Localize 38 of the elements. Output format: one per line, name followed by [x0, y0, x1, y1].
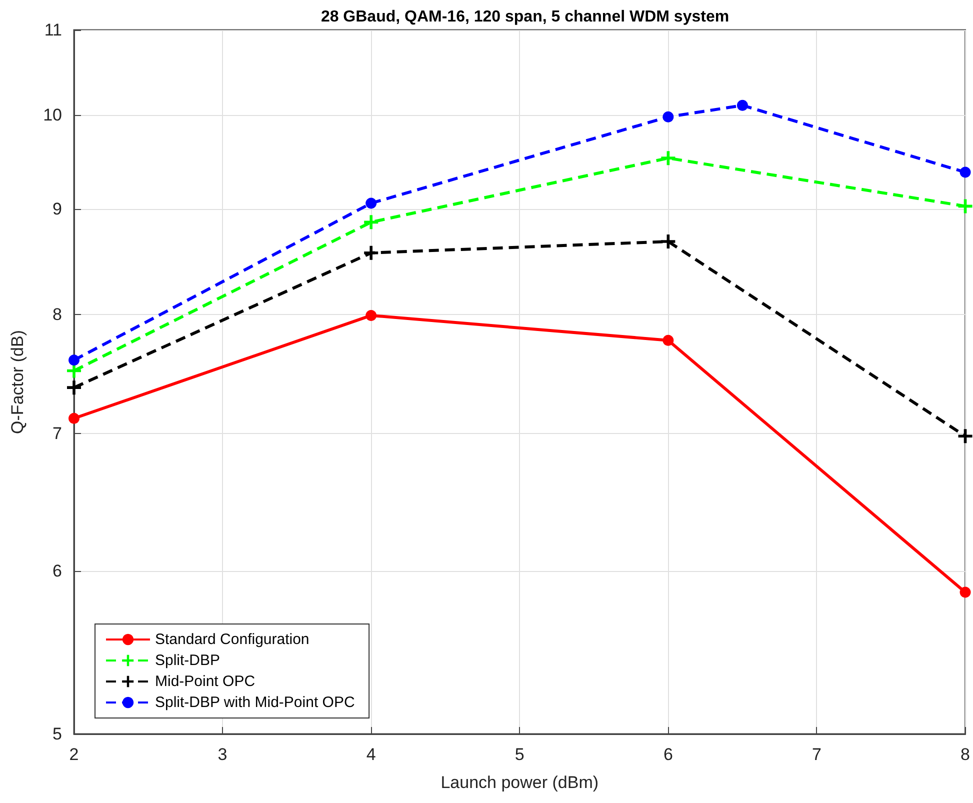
point	[366, 198, 377, 209]
point	[364, 246, 378, 260]
x-tick-label: 8	[960, 745, 970, 764]
point	[960, 586, 971, 598]
point	[960, 166, 971, 178]
point	[366, 310, 377, 321]
legend-label: Mid-Point OPC	[155, 673, 256, 690]
y-tick-label: 5	[52, 724, 62, 744]
point	[662, 111, 674, 122]
point	[661, 234, 676, 248]
y-tick-label: 8	[52, 304, 62, 324]
x-tick-label: 6	[663, 745, 673, 764]
y-tick-label: 7	[52, 424, 62, 444]
x-tick-label: 7	[812, 745, 822, 764]
point	[662, 334, 674, 346]
point	[67, 364, 81, 378]
point	[736, 100, 748, 111]
y-tick-label: 10	[43, 106, 62, 125]
point	[958, 429, 972, 444]
y-axis-title: Q-Factor (dB)	[8, 330, 27, 434]
point	[958, 199, 972, 214]
legend-label: Split-DBP with Mid-Point OPC	[155, 694, 355, 711]
x-tick-label: 3	[218, 745, 228, 764]
point	[68, 354, 80, 366]
point	[68, 412, 80, 424]
y-tick-label: 11	[44, 20, 62, 40]
legend-label: Standard Configuration	[155, 631, 310, 648]
y-tick-label: 6	[52, 562, 62, 581]
chart-title: 28 GBaud, QAM-16, 120 span, 5 channel WDM system	[320, 8, 730, 26]
legend-label: Split-DBP	[155, 652, 220, 669]
y-tick-label: 9	[52, 200, 62, 219]
point	[67, 380, 81, 395]
x-tick-label: 2	[69, 745, 79, 764]
x-tick-label: 4	[366, 745, 376, 764]
point	[661, 151, 676, 166]
point	[364, 215, 378, 230]
x-axis-title: Launch power (dBm)	[440, 773, 599, 792]
x-tick-label: 5	[514, 745, 524, 764]
